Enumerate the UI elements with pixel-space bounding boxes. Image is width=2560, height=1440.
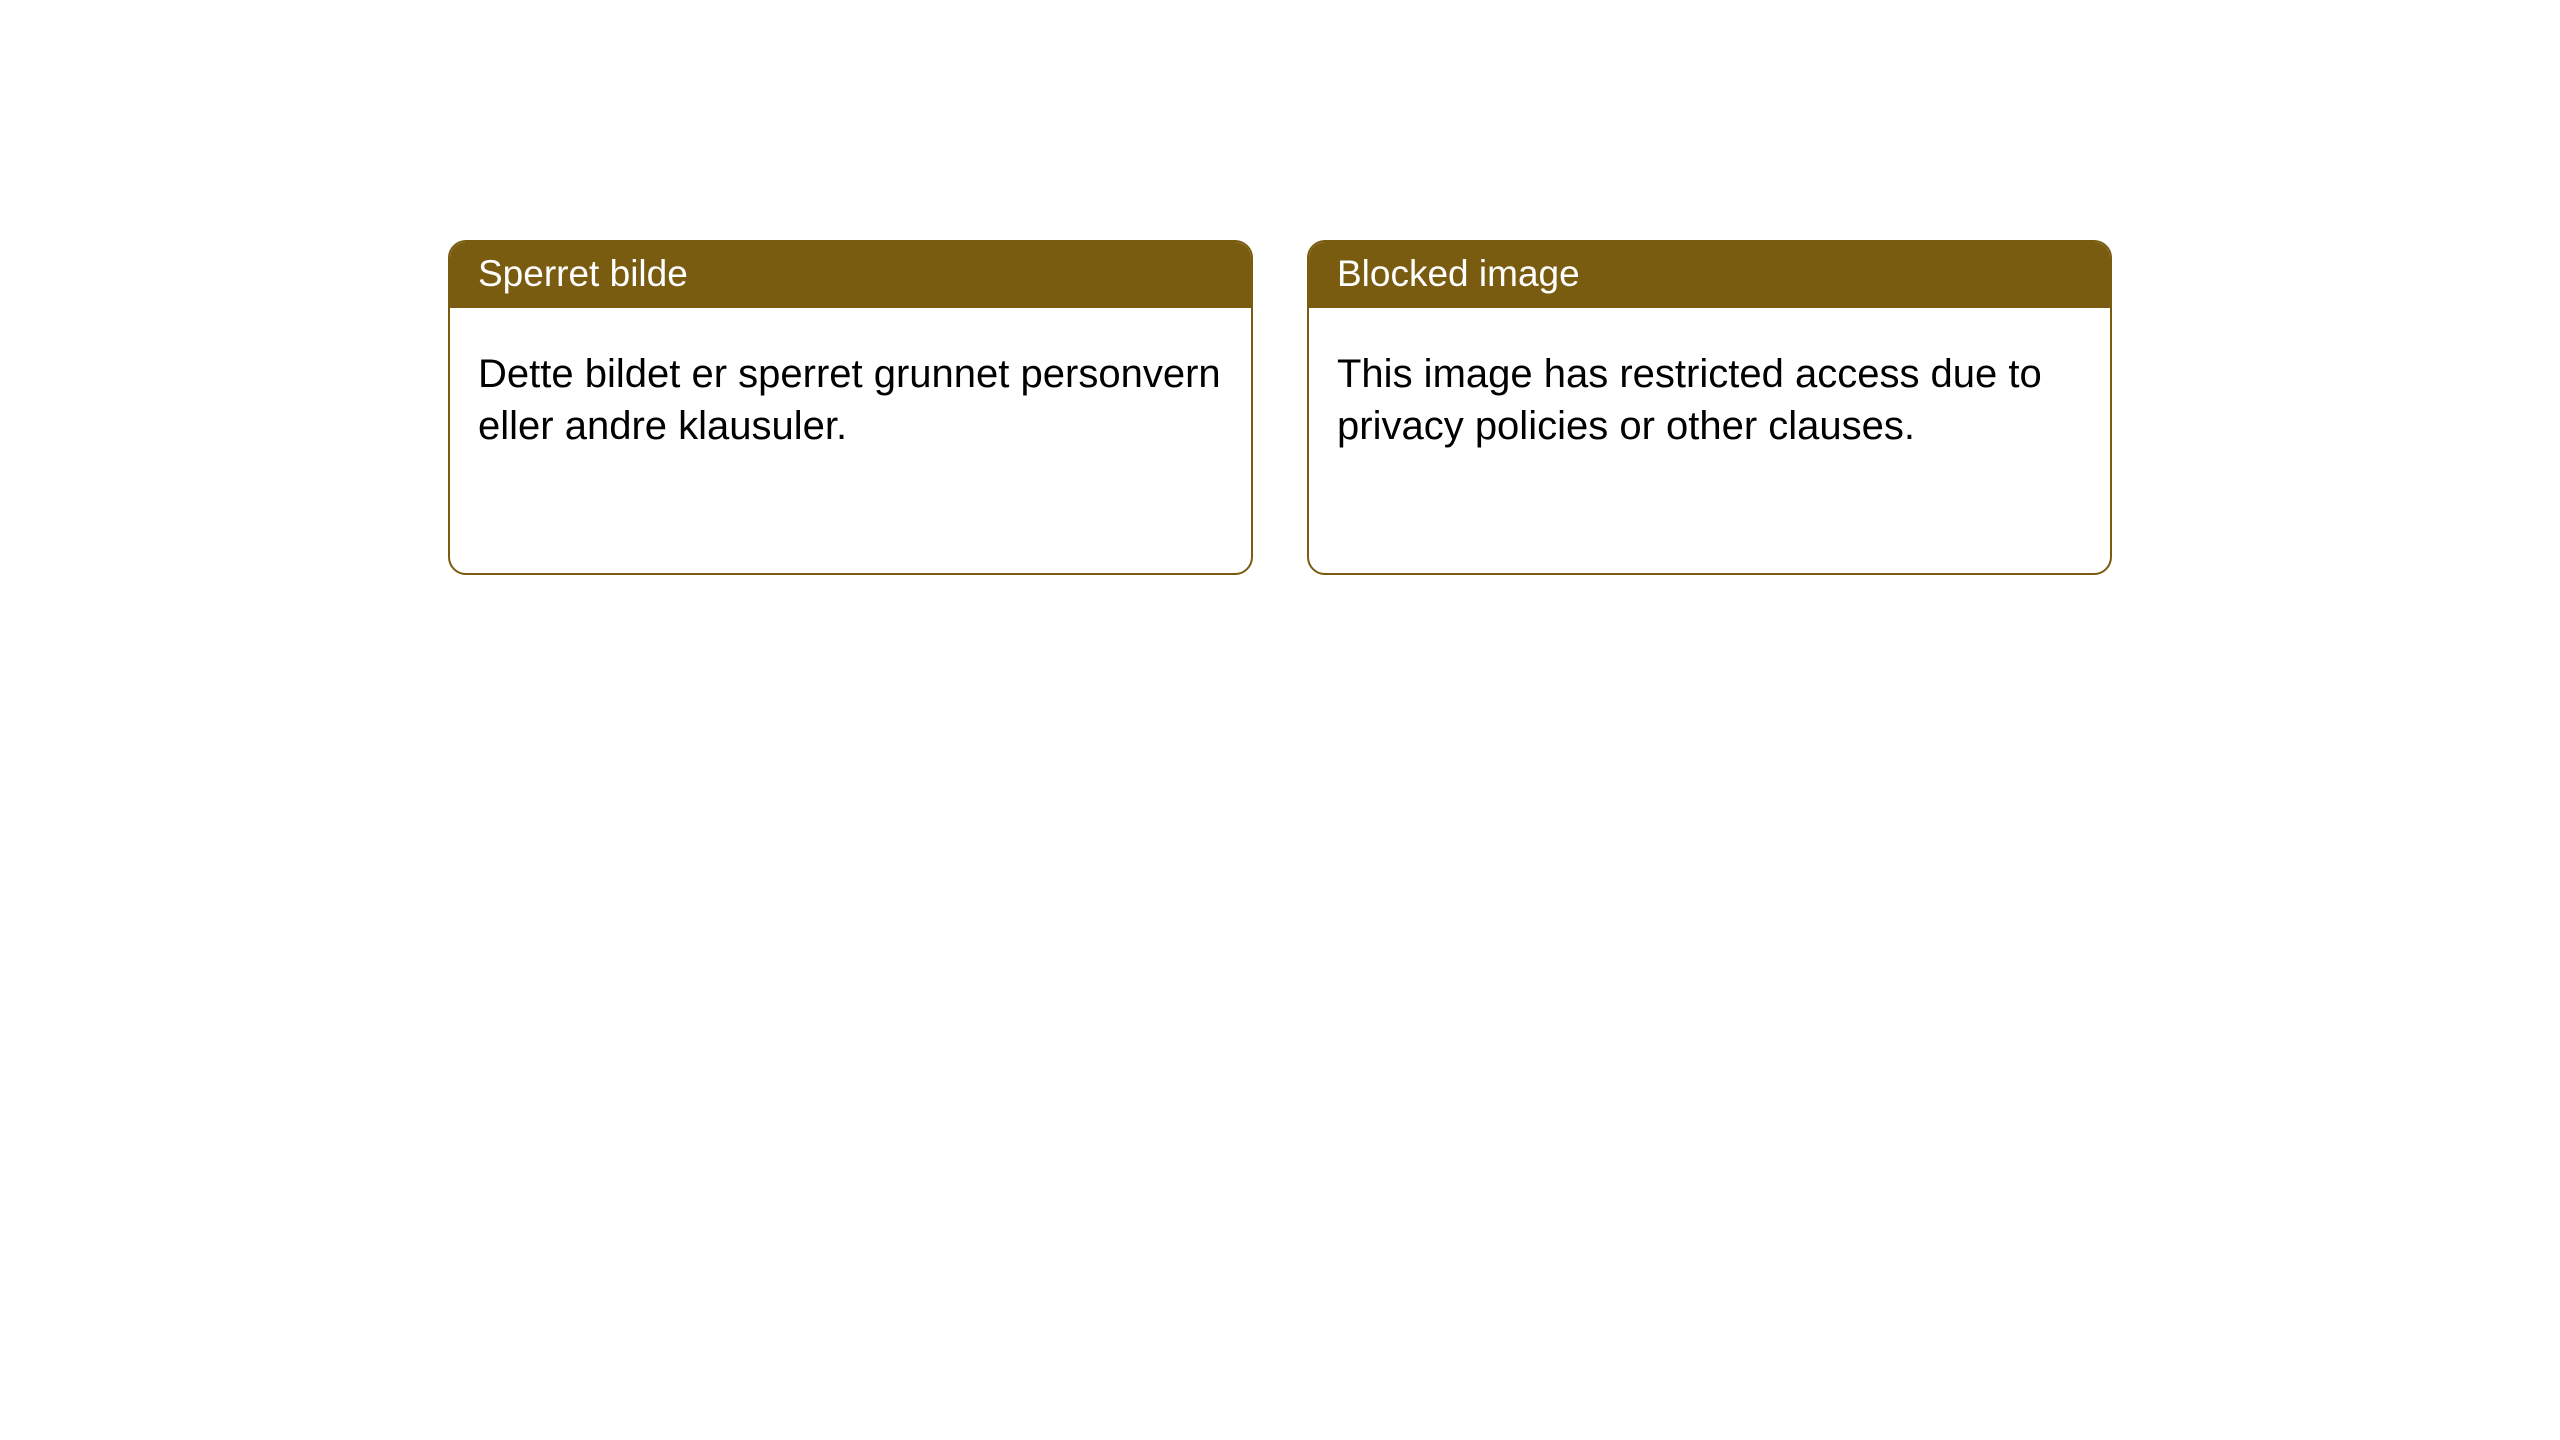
notice-container: Sperret bilde Dette bildet er sperret gr… <box>0 0 2560 575</box>
notice-title-norwegian: Sperret bilde <box>450 242 1251 308</box>
notice-title-english: Blocked image <box>1309 242 2110 308</box>
notice-body-english: This image has restricted access due to … <box>1309 308 2110 480</box>
notice-card-english: Blocked image This image has restricted … <box>1307 240 2112 575</box>
notice-body-norwegian: Dette bildet er sperret grunnet personve… <box>450 308 1251 480</box>
notice-card-norwegian: Sperret bilde Dette bildet er sperret gr… <box>448 240 1253 575</box>
